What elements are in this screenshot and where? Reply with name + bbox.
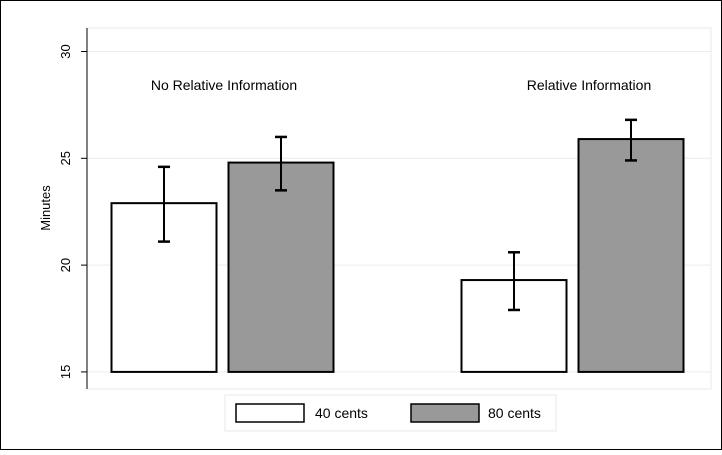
y-axis-label: Minutes: [38, 185, 53, 231]
bar: [227, 161, 335, 373]
legend-label: 40 cents: [315, 405, 368, 421]
error-bars: [158, 118, 637, 312]
legend-swatch: [410, 403, 480, 423]
bar: [577, 138, 685, 373]
y-tick-label: 20: [58, 258, 73, 272]
error-bar: [625, 118, 637, 162]
legend-swatch: [235, 403, 305, 423]
legend: 40 cents 80 cents: [224, 394, 557, 432]
error-bar: [158, 165, 170, 243]
y-tick-label: 25: [58, 151, 73, 165]
group-label: No Relative Information: [151, 77, 297, 93]
bar: [460, 279, 568, 373]
group-labels: No Relative Information Relative Informat…: [151, 77, 651, 93]
y-tick-label: 15: [58, 365, 73, 379]
y-tick-label: 30: [58, 44, 73, 58]
y-axis: 15 20 25 30: [58, 28, 88, 389]
error-bar: [508, 251, 520, 312]
legend-item: 80 cents: [410, 403, 541, 423]
error-bar: [275, 135, 287, 192]
legend-item: 40 cents: [235, 403, 368, 423]
group-label: Relative Information: [527, 77, 652, 93]
legend-label: 80 cents: [488, 405, 541, 421]
